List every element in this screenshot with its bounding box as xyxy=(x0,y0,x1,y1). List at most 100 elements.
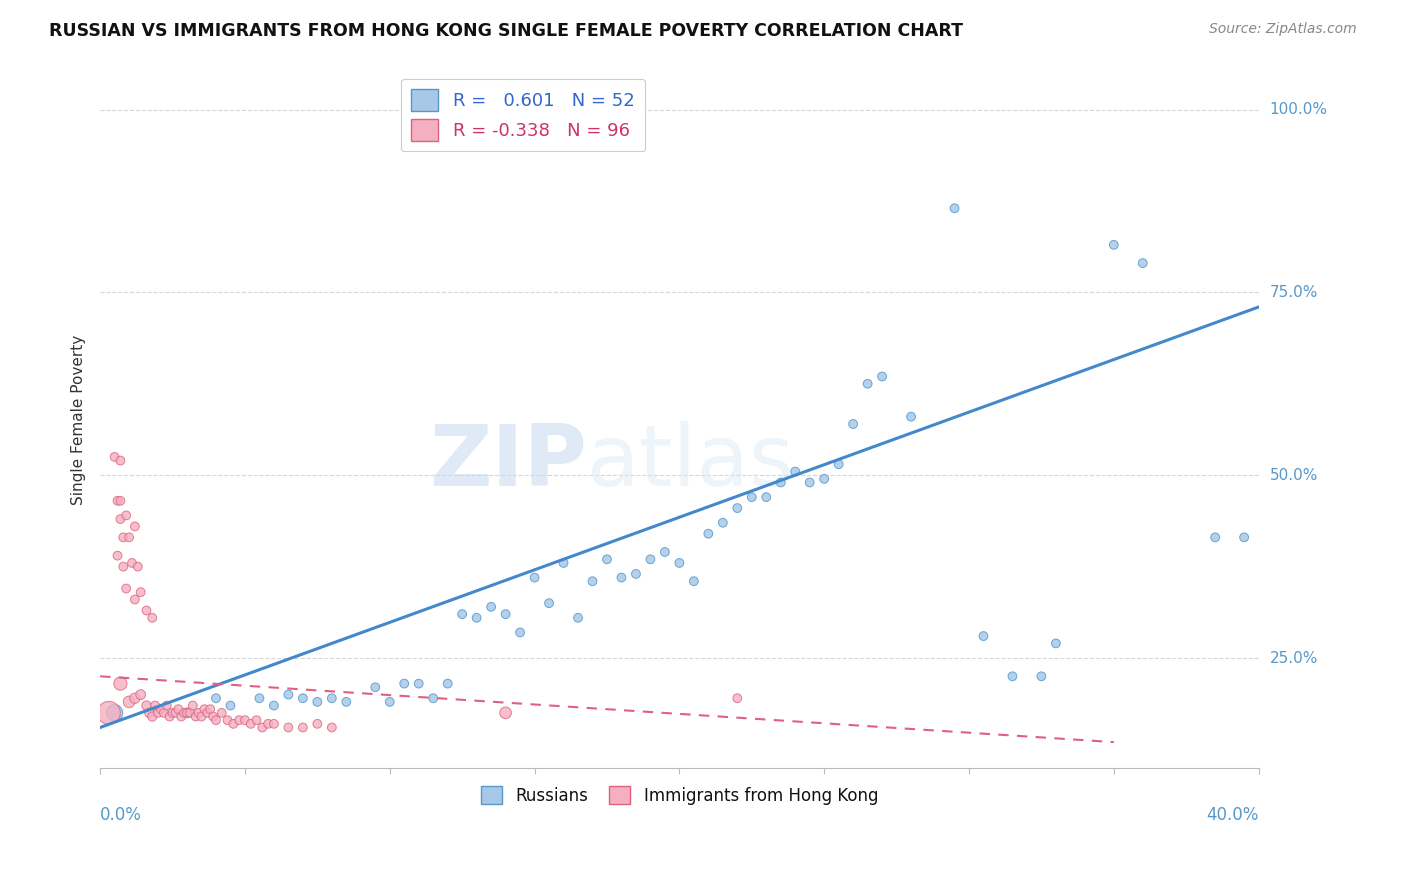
Point xyxy=(104,706,127,720)
Point xyxy=(107,549,129,563)
Point xyxy=(321,691,343,706)
Point xyxy=(190,709,212,723)
Point xyxy=(596,552,619,566)
Point xyxy=(121,556,143,570)
Point xyxy=(173,706,195,720)
Point xyxy=(153,706,176,720)
Point xyxy=(769,475,792,490)
Point xyxy=(321,721,343,735)
Point xyxy=(170,709,193,723)
Point xyxy=(110,676,132,690)
Point xyxy=(408,676,430,690)
Point xyxy=(610,570,633,584)
Point xyxy=(654,545,676,559)
Point xyxy=(135,603,157,617)
Point xyxy=(799,475,821,490)
Point xyxy=(245,713,267,727)
Point xyxy=(115,582,138,596)
Text: 40.0%: 40.0% xyxy=(1206,805,1258,824)
Point xyxy=(900,409,922,424)
Point xyxy=(162,706,184,720)
Point xyxy=(129,688,152,702)
Point xyxy=(640,552,662,566)
Point xyxy=(159,709,181,723)
Point xyxy=(165,706,187,720)
Point xyxy=(257,716,280,731)
Point xyxy=(495,706,517,720)
Point xyxy=(146,706,169,720)
Point xyxy=(167,702,190,716)
Point xyxy=(184,709,207,723)
Point xyxy=(697,526,720,541)
Point xyxy=(211,706,233,720)
Point xyxy=(436,676,458,690)
Point xyxy=(943,201,966,215)
Point xyxy=(1132,256,1154,270)
Point xyxy=(187,706,209,720)
Point xyxy=(624,566,647,581)
Point xyxy=(567,611,589,625)
Text: atlas: atlas xyxy=(586,420,794,503)
Point xyxy=(112,530,135,544)
Point xyxy=(668,556,690,570)
Text: 75.0%: 75.0% xyxy=(1270,285,1317,300)
Point xyxy=(523,570,546,584)
Point xyxy=(124,592,146,607)
Text: ZIP: ZIP xyxy=(429,420,586,503)
Point xyxy=(291,691,314,706)
Point xyxy=(156,698,179,713)
Point xyxy=(107,493,129,508)
Text: 100.0%: 100.0% xyxy=(1270,102,1327,117)
Point xyxy=(205,691,228,706)
Point xyxy=(581,574,603,589)
Point xyxy=(1204,530,1226,544)
Point xyxy=(112,559,135,574)
Point xyxy=(97,706,120,720)
Point xyxy=(193,702,215,716)
Point xyxy=(1031,669,1053,683)
Point xyxy=(143,698,166,713)
Point xyxy=(378,695,401,709)
Point xyxy=(110,453,132,467)
Point xyxy=(335,695,357,709)
Point xyxy=(711,516,734,530)
Point xyxy=(827,457,849,471)
Point xyxy=(233,713,256,727)
Point xyxy=(1233,530,1256,544)
Point xyxy=(149,702,172,716)
Point xyxy=(217,713,239,727)
Point xyxy=(553,556,575,570)
Text: Source: ZipAtlas.com: Source: ZipAtlas.com xyxy=(1209,22,1357,37)
Point xyxy=(785,465,807,479)
Point xyxy=(842,417,865,431)
Point xyxy=(422,691,444,706)
Point xyxy=(725,501,748,516)
Point xyxy=(465,611,488,625)
Point xyxy=(682,574,704,589)
Point xyxy=(277,721,299,735)
Point xyxy=(176,706,198,720)
Point xyxy=(725,691,748,706)
Point xyxy=(176,706,198,720)
Point xyxy=(307,695,329,709)
Point xyxy=(1001,669,1024,683)
Point xyxy=(222,716,245,731)
Point xyxy=(198,702,221,716)
Legend: Russians, Immigrants from Hong Kong: Russians, Immigrants from Hong Kong xyxy=(474,780,884,812)
Point xyxy=(277,688,299,702)
Point xyxy=(127,559,149,574)
Point xyxy=(364,680,387,694)
Point xyxy=(1102,237,1125,252)
Point xyxy=(202,709,225,723)
Text: 0.0%: 0.0% xyxy=(100,805,142,824)
Point xyxy=(870,369,893,384)
Point xyxy=(104,450,127,464)
Point xyxy=(115,508,138,523)
Point xyxy=(755,490,778,504)
Point xyxy=(394,676,416,690)
Text: 25.0%: 25.0% xyxy=(1270,650,1317,665)
Point xyxy=(263,716,285,731)
Point xyxy=(263,698,285,713)
Point xyxy=(138,706,160,720)
Point xyxy=(495,607,517,621)
